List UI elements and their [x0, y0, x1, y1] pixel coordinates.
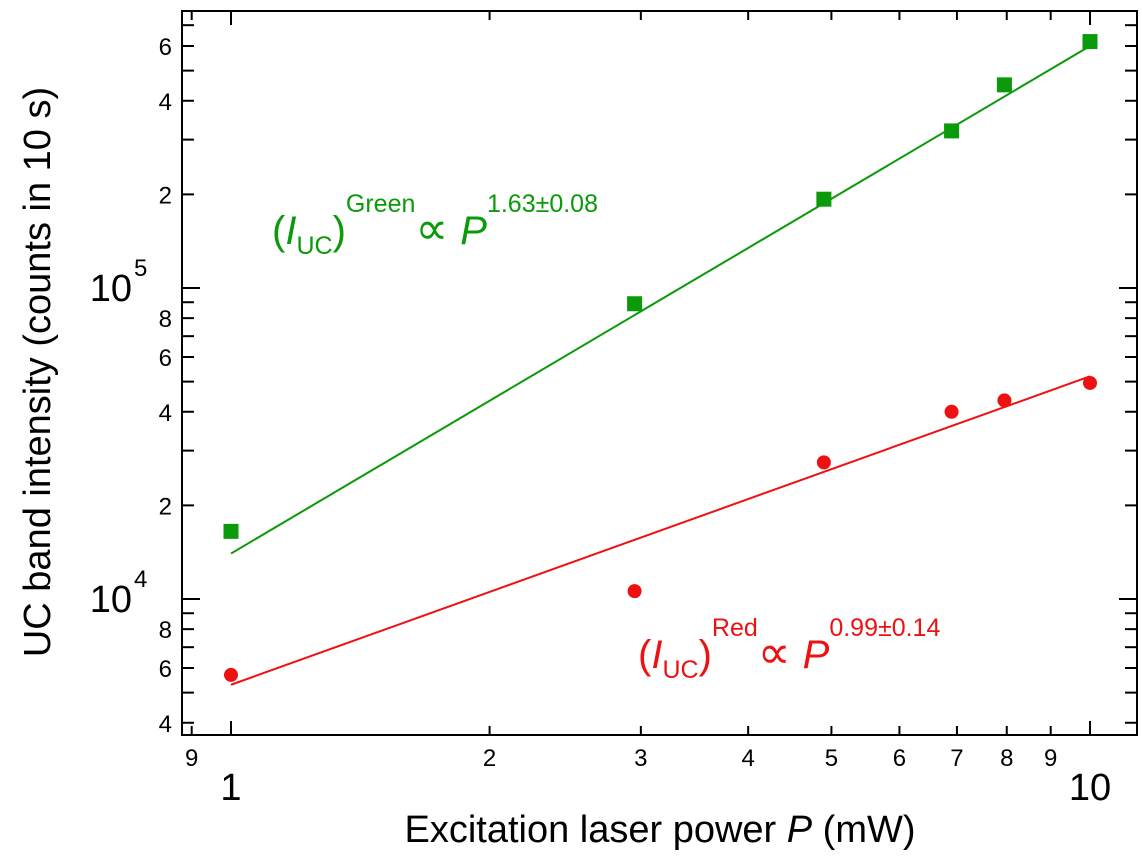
circle-marker — [944, 404, 959, 419]
circle-marker — [1083, 375, 1097, 390]
x-tick-label: 8 — [1000, 745, 1013, 772]
square-marker — [816, 191, 832, 207]
fit-line-0 — [230, 45, 1091, 555]
circle-marker — [997, 393, 1012, 408]
plot-frame — [181, 10, 1138, 736]
x-tick-label: 9 — [1044, 745, 1057, 772]
square-marker — [944, 123, 960, 139]
y-decade-label: 10 — [90, 268, 132, 310]
x-tick-label: 10 — [1069, 767, 1111, 809]
y-tick-label: 8 — [159, 617, 172, 644]
y-decade-exponent: 5 — [134, 255, 147, 282]
x-tick-label: 3 — [634, 745, 647, 772]
y-tick-label: 6 — [159, 345, 172, 372]
fit-line-1 — [230, 375, 1091, 686]
square-marker — [1082, 34, 1098, 50]
red-fit-annotation: (IUC)Red∝ P0.99±0.14 — [638, 614, 940, 684]
y-tick-label: 8 — [159, 306, 172, 333]
square-marker — [627, 296, 643, 312]
circle-marker — [627, 584, 642, 599]
y-tick-label: 6 — [159, 34, 172, 61]
x-tick-label: 2 — [483, 745, 496, 772]
circle-marker — [224, 667, 238, 682]
y-decade-exponent: 4 — [134, 566, 147, 593]
x-tick-label: 5 — [825, 745, 838, 772]
x-tick-label: 4 — [741, 745, 754, 772]
square-marker — [223, 523, 239, 539]
green-fit-annotation: (IUC)Green∝ P1.63±0.08 — [272, 190, 598, 260]
square-marker — [996, 77, 1012, 93]
y-tick-label: 4 — [159, 89, 172, 116]
y-tick-label: 4 — [159, 711, 172, 738]
axis-ticks — [182, 11, 1137, 735]
y-axis-title: UC band intensity (counts in 10 s) — [17, 87, 59, 657]
fit-lines — [230, 45, 1091, 686]
x-tick-label: 6 — [893, 745, 906, 772]
x-tick-label: 7 — [950, 745, 963, 772]
y-tick-label: 6 — [159, 656, 172, 683]
x-tick-label: 9 — [185, 745, 198, 772]
circle-marker — [816, 455, 831, 470]
y-tick-label: 2 — [159, 493, 172, 520]
x-tick-label: 1 — [220, 767, 241, 809]
data-points — [223, 34, 1098, 682]
y-tick-label: 4 — [159, 400, 172, 427]
x-axis-title: Excitation laser power P (mW) — [404, 809, 915, 851]
y-tick-label: 2 — [159, 182, 172, 209]
y-decade-label: 10 — [90, 579, 132, 621]
